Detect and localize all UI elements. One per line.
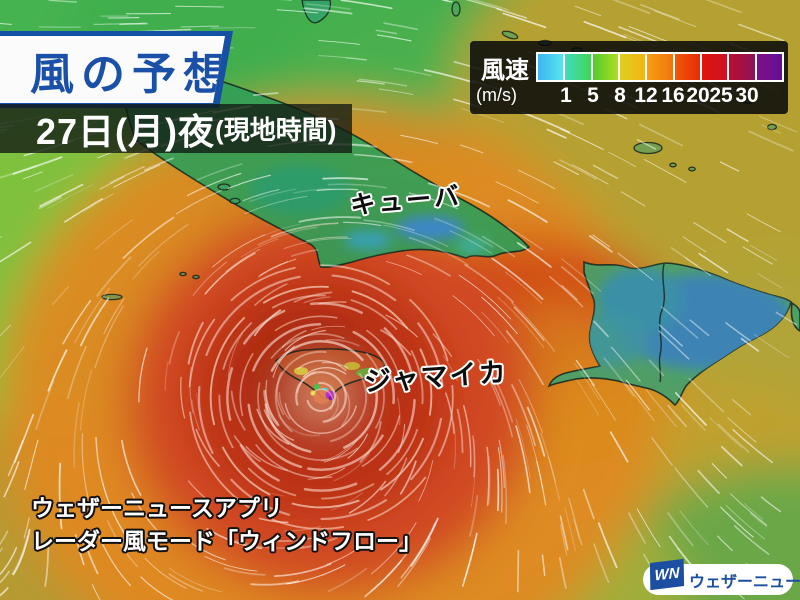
datetime-box: 27日(月)夜 (現地時間)	[0, 104, 352, 153]
page-title: 風の予想	[30, 49, 234, 99]
legend-tick: 25	[709, 84, 733, 107]
weathernews-logo: WN ウェザーニュース	[643, 558, 800, 595]
legend-tick-labels: 1 5 8 12 16 20 25 30	[470, 84, 788, 108]
legend-tick: 1	[560, 84, 572, 107]
legend-swatch	[538, 54, 564, 80]
credit-line1: ウェザーニュースアプリ	[31, 495, 283, 521]
credit-text: ウェザーニュースアプリ レーダー風モード「ウィンドフロー」	[31, 492, 422, 558]
legend-swatch	[619, 54, 646, 80]
legend-tick: 8	[614, 84, 626, 107]
datetime-main: 27日(月)夜	[36, 110, 216, 152]
legend-tick: 20	[686, 84, 710, 107]
haiti-dr-border	[658, 263, 665, 383]
datetime-note: (現地時間)	[215, 115, 337, 145]
wind-speed-legend: 風速 (m/s) 1 5 8 12 16 20 25 30	[470, 41, 788, 114]
legend-swatch	[729, 54, 755, 80]
weathernews-logo-text: ウェザーニュース	[689, 573, 800, 591]
legend-swatch	[674, 54, 700, 80]
legend-tick: 30	[735, 84, 759, 107]
legend-swatch	[647, 54, 673, 80]
legend-color-bar	[536, 52, 784, 82]
legend-tick: 16	[661, 84, 685, 107]
title-banner-inner: 風の予想	[0, 36, 233, 103]
legend-label: 風速	[481, 57, 529, 84]
wn-logo-icon: WN	[649, 558, 685, 591]
legend-unit: (m/s)	[476, 85, 517, 105]
puerto-rico-edge	[790, 301, 800, 332]
legend-swatch	[701, 54, 728, 80]
legend-swatch	[565, 54, 591, 80]
legend-swatch	[592, 54, 618, 80]
legend-swatch	[756, 54, 782, 80]
legend-tick: 12	[634, 84, 658, 107]
title-banner: 風の予想	[0, 31, 233, 108]
credit-line2: レーダー風モード「ウィンドフロー」	[31, 528, 422, 554]
legend-tick: 5	[587, 84, 599, 107]
